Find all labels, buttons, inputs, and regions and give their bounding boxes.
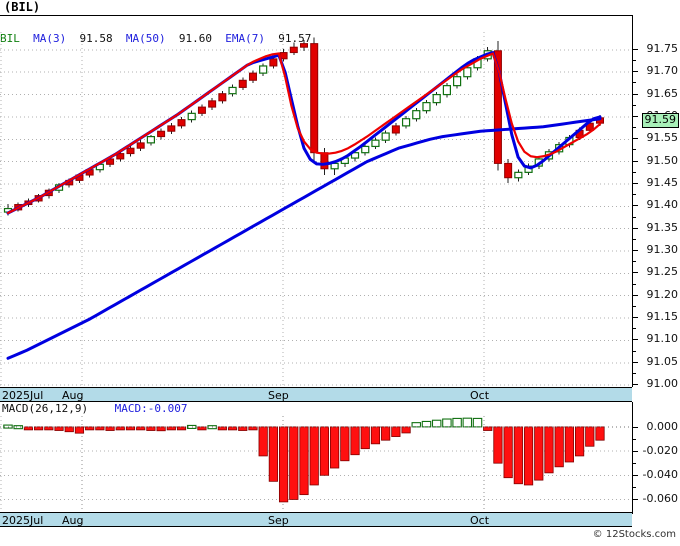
y-axis-minor-tick: [633, 283, 636, 285]
y-axis-label: 91.25: [646, 265, 679, 279]
x-axis-label: 2025Jul: [2, 514, 44, 527]
y-axis-minor-tick: [633, 372, 636, 374]
macd-y-axis-tick: [633, 451, 638, 453]
x-axis-band-top: 2025Jul Aug Sep Oct: [0, 387, 632, 402]
legend-symbol: BIL: [0, 32, 20, 45]
series-ema7: [6, 52, 602, 215]
y-axis-tick: [633, 160, 638, 162]
y-axis-minor-tick: [633, 171, 636, 173]
macd-y-axis-minor-tick: [633, 487, 636, 489]
macd-y-axis-label: -0.060: [642, 492, 678, 506]
macd-y-axis-minor-tick: [633, 463, 636, 465]
y-axis-minor-tick: [633, 238, 636, 240]
y-axis-label: 91.15: [646, 310, 679, 324]
y-axis-minor-tick: [633, 82, 636, 84]
macd-y-axis: 0.000 -0.020 -0.040 -0.060: [632, 402, 680, 514]
y-axis-label: 91.20: [646, 287, 679, 301]
y-axis-tick: [633, 93, 638, 95]
x-axis-label: Sep: [268, 389, 289, 402]
price-legend: BIL MA(3) 91.58 MA(50) 91.60 EMA(7) 91.5…: [0, 32, 632, 46]
y-axis-label: 91.05: [646, 354, 679, 368]
y-axis-label: 91.40: [646, 198, 679, 212]
price-chart-svg: [0, 32, 632, 403]
macd-y-axis-tick: [633, 426, 638, 428]
y-axis-label: 91.35: [646, 220, 679, 234]
current-price-tag: 91.59: [641, 113, 679, 129]
y-axis-tick: [633, 227, 638, 229]
y-axis-minor-tick: [633, 149, 636, 151]
price-panel: BIL MA(3) 91.58 MA(50) 91.60 EMA(7) 91.5…: [0, 15, 680, 403]
y-axis-tick: [633, 48, 638, 50]
legend-ema7-label: EMA(7): [225, 32, 265, 45]
macd-plot-area: [0, 416, 632, 514]
y-axis-minor-tick: [633, 104, 636, 106]
y-axis-tick: [633, 71, 638, 73]
macd-y-axis-label: 0.000: [646, 419, 679, 433]
macd-legend: MACD(26,12,9) MACD:-0.007: [2, 402, 187, 415]
y-axis-tick: [633, 205, 638, 207]
legend-ma50-value: 91.60: [178, 32, 212, 45]
y-axis-label: 91.75: [646, 41, 679, 55]
y-axis-label: 91.45: [646, 175, 679, 189]
y-axis-tick: [633, 361, 638, 363]
x-axis-label: Aug: [62, 389, 84, 402]
x-axis-label: Sep: [268, 514, 289, 527]
y-axis-label: 91.65: [646, 86, 679, 100]
series-ma50: [6, 117, 602, 360]
y-axis-tick: [633, 182, 638, 184]
y-axis-minor-tick: [633, 350, 636, 352]
y-axis-tick: [633, 384, 638, 386]
y-axis-tick: [633, 339, 638, 341]
macd-params-label: MACD(26,12,9): [2, 402, 89, 415]
macd-y-axis-tick: [633, 499, 638, 501]
y-axis-tick: [633, 272, 638, 274]
y-axis-label: 91.10: [646, 332, 679, 346]
macd-y-axis-minor-tick: [633, 438, 636, 440]
y-axis-minor-tick: [633, 328, 636, 330]
legend-ema7-value: 91.57: [278, 32, 312, 45]
series-ma3: [6, 51, 602, 215]
macd-y-axis-label: -0.040: [642, 468, 678, 482]
x-axis-label: 2025Jul: [2, 389, 44, 402]
y-axis-minor-tick: [633, 216, 636, 218]
macd-y-axis-tick: [633, 475, 638, 477]
y-axis-minor-tick: [633, 261, 636, 263]
y-axis-minor-tick: [633, 305, 636, 307]
y-axis-label: 91.70: [646, 64, 679, 78]
x-axis-band-bottom: 2025Jul Aug Sep Oct: [0, 512, 632, 527]
macd-chart-svg: [0, 416, 632, 514]
macd-y-axis-label: -0.020: [642, 444, 678, 458]
y-axis-label: 91.50: [646, 153, 679, 167]
x-axis-label: Oct: [470, 514, 490, 527]
price-plot-area: [0, 32, 632, 403]
y-axis-tick: [633, 115, 638, 117]
price-y-axis: 91.7591.7091.6591.6091.5591.5091.4591.40…: [632, 15, 680, 391]
y-axis-minor-tick: [633, 60, 636, 62]
page-title: (BIL): [4, 0, 41, 14]
y-axis-label: 91.55: [646, 131, 679, 145]
y-axis-tick: [633, 317, 638, 319]
y-axis-tick: [633, 138, 638, 140]
macd-histogram-series: [3, 417, 605, 503]
macd-value-label: MACD:-0.007: [114, 402, 188, 415]
title-bar: (BIL): [0, 0, 680, 15]
legend-ma50-label: MA(50): [125, 32, 166, 45]
x-axis-label: Aug: [62, 514, 84, 527]
y-axis-minor-tick: [633, 194, 636, 196]
legend-ma3-value: 91.58: [79, 32, 113, 45]
macd-panel: MACD(26,12,9) MACD:-0.007 0.000 -0.020 -0.…: [0, 402, 680, 514]
y-axis-label: 91.00: [646, 377, 679, 391]
y-axis-minor-tick: [633, 127, 636, 129]
footer: © 12Stocks.com: [0, 528, 680, 546]
copyright-label: © 12Stocks.com: [592, 529, 676, 540]
x-axis-label: Oct: [470, 389, 490, 402]
y-axis-label: 91.30: [646, 243, 679, 257]
legend-ma3-label: MA(3): [33, 32, 67, 45]
y-axis-tick: [633, 250, 638, 252]
y-axis-tick: [633, 294, 638, 296]
